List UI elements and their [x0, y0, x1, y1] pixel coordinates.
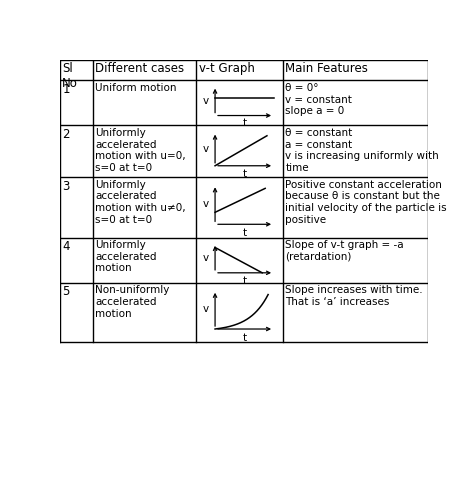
Text: 4: 4	[62, 240, 69, 253]
Text: Slope of v-t graph = -a
(retardation): Slope of v-t graph = -a (retardation)	[286, 240, 404, 262]
Text: v: v	[203, 199, 209, 209]
Text: Non-uniformly
accelerated
motion: Non-uniformly accelerated motion	[95, 285, 170, 319]
Text: v: v	[203, 253, 209, 263]
Text: Sl
No: Sl No	[62, 62, 78, 90]
Text: t: t	[242, 169, 247, 179]
Text: θ = constant
a = constant
v is increasing uniformly with
time: θ = constant a = constant v is increasin…	[286, 128, 439, 173]
Text: Uniformly
accelerated
motion with u≠0,
s=0 at t=0: Uniformly accelerated motion with u≠0, s…	[95, 180, 186, 225]
Text: Different cases: Different cases	[95, 62, 185, 76]
Text: v: v	[203, 95, 209, 106]
Text: Uniformly
accelerated
motion with u=0,
s=0 at t=0: Uniformly accelerated motion with u=0, s…	[95, 128, 186, 173]
Text: 2: 2	[62, 128, 69, 141]
Text: t: t	[242, 118, 247, 128]
Text: t: t	[242, 228, 247, 238]
Text: 5: 5	[62, 285, 69, 298]
Text: Positive constant acceleration
because θ is constant but the
initial velocity of: Positive constant acceleration because θ…	[286, 180, 447, 225]
Text: θ = 0°
v = constant
slope a = 0: θ = 0° v = constant slope a = 0	[286, 83, 352, 116]
Text: Uniform motion: Uniform motion	[95, 83, 177, 93]
Text: v: v	[203, 144, 209, 154]
Text: Uniformly
accelerated
motion: Uniformly accelerated motion	[95, 240, 157, 273]
Text: Slope increases with time.
That is ‘a’ increases: Slope increases with time. That is ‘a’ i…	[286, 285, 423, 307]
Text: Main Features: Main Features	[286, 62, 368, 76]
Text: v-t Graph: v-t Graph	[198, 62, 255, 76]
Text: v: v	[203, 305, 209, 315]
Text: 3: 3	[62, 180, 69, 193]
Text: t: t	[242, 275, 247, 285]
Text: 1: 1	[62, 83, 69, 96]
Text: t: t	[242, 332, 247, 342]
